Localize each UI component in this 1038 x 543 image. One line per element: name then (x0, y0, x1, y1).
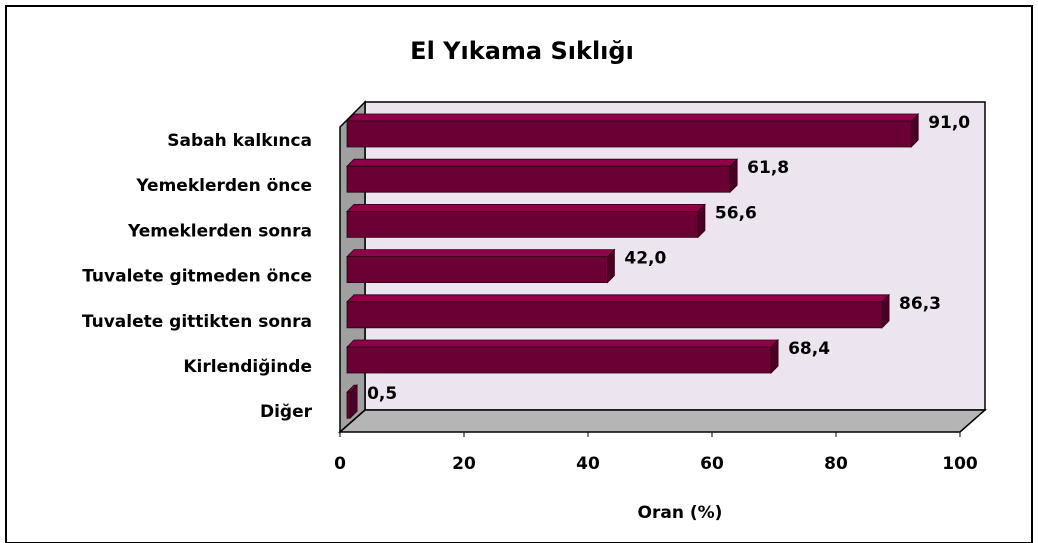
bar-face (346, 120, 912, 148)
bar-face (346, 113, 920, 122)
x-axis-label: Oran (%) (638, 503, 723, 523)
y-tick-label: Tuvalete gitmeden önce (82, 267, 312, 287)
x-tick-label: 0 (334, 454, 346, 474)
value-label: 42,0 (624, 249, 666, 269)
y-tick-label: Yemeklerden önce (135, 176, 312, 196)
bar-face (346, 203, 706, 212)
y-tick-label: Sabah kalkınca (167, 131, 312, 151)
y-tick-label: Tuvalete gittikten sonra (82, 312, 312, 332)
bar (346, 113, 920, 148)
y-tick-label: Diğer (260, 402, 313, 422)
bar-face (346, 294, 891, 303)
y-tick-label: Kirlendiğinde (183, 357, 312, 377)
value-label: 86,3 (899, 294, 941, 314)
bar (346, 158, 739, 194)
bar (346, 203, 706, 239)
value-label: 68,4 (788, 339, 830, 359)
bar (346, 384, 359, 420)
floor (338, 409, 987, 433)
bar (346, 339, 780, 374)
value-label: 61,8 (747, 158, 789, 178)
y-tick-label: Yemeklerden sonra (127, 221, 312, 241)
bar-face (346, 301, 883, 329)
value-label: 56,6 (715, 203, 757, 223)
bar (346, 248, 616, 284)
bar (346, 293, 891, 329)
value-label: 91,0 (928, 113, 970, 133)
bar-face (346, 165, 731, 193)
x-tick-label: 20 (452, 454, 476, 474)
bar-face (346, 256, 608, 284)
bar-face (346, 210, 699, 238)
bar-face (346, 339, 780, 348)
bar-face (346, 346, 772, 374)
x-tick-label: 100 (942, 454, 978, 474)
value-label: 0,5 (367, 384, 397, 404)
x-tick-label: 40 (576, 454, 600, 474)
bar-face (346, 158, 739, 167)
x-tick-label: 60 (700, 454, 724, 474)
bar-face (346, 249, 616, 258)
bar-face (346, 391, 351, 419)
x-tick-label: 80 (824, 454, 848, 474)
chart-title: El Yıkama Sıklığı (410, 37, 634, 65)
